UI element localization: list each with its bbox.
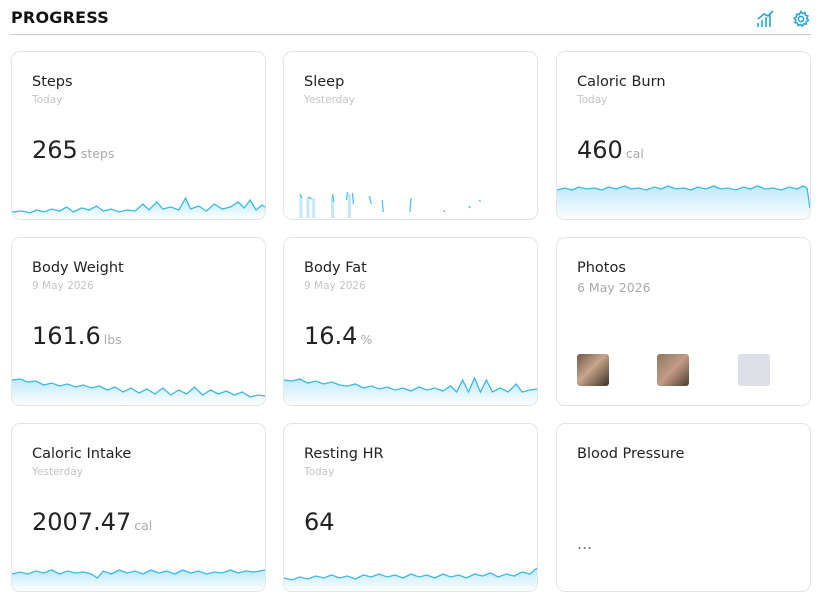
card[interactable]: Body Weight 9 May 2026 161.6 lbs (11, 237, 266, 406)
settings-icon[interactable] (792, 10, 810, 28)
unit: lbs (103, 332, 122, 347)
card[interactable]: Steps Today 265 steps (11, 51, 266, 220)
card-value: 2007.47 cal (32, 508, 152, 536)
sparkline (284, 376, 537, 405)
divider (10, 34, 811, 35)
card-title: Body Weight (32, 260, 124, 276)
value: 460 (577, 136, 623, 164)
card[interactable]: Sleep Yesterday (283, 51, 538, 220)
card-value: 64 (304, 508, 335, 536)
unit: cal (625, 146, 644, 161)
unit: steps (80, 146, 115, 161)
card-title: Sleep (304, 74, 345, 90)
value: 64 (304, 508, 335, 536)
value: 161.6 (32, 322, 101, 350)
card[interactable]: Blood Pressure ... (556, 423, 811, 592)
sparkline (299, 191, 482, 218)
card[interactable]: Caloric Intake Yesterday 2007.47 cal (11, 423, 266, 592)
sparkline-fill (12, 379, 265, 405)
sparkline (12, 376, 265, 405)
card-value: 161.6 lbs (32, 322, 122, 350)
card-title: Blood Pressure (577, 446, 685, 462)
card[interactable]: Caloric Burn Today 460 cal (556, 51, 811, 220)
sparkline-line (12, 570, 265, 578)
card-title: Steps (32, 74, 73, 90)
sparkline-line (12, 379, 265, 397)
card[interactable]: Body Fat 9 May 2026 16.4% (283, 237, 538, 406)
chart-icon[interactable] (756, 10, 774, 28)
card-title: Resting HR (304, 446, 384, 462)
card-value: ... (577, 534, 593, 553)
unit: % (360, 332, 373, 347)
sparkline (284, 562, 537, 591)
sparkline (557, 182, 810, 219)
sparkline-line (12, 198, 265, 213)
value: 2007.47 (32, 508, 132, 536)
card-title: Photos (577, 260, 626, 276)
card-date: 9 May 2026 (304, 280, 366, 292)
unit: cal (134, 518, 153, 533)
sparkline-line (557, 186, 810, 208)
card-date: 6 May 2026 (577, 280, 651, 295)
card-value: 16.4% (304, 322, 372, 350)
card-date: Yesterday (32, 466, 83, 478)
sparkline-fill (557, 186, 810, 219)
card-title: Caloric Burn (577, 74, 666, 90)
photo-thumbnail[interactable] (577, 354, 609, 386)
photo-thumbnail[interactable] (657, 354, 689, 386)
card-title: Caloric Intake (32, 446, 132, 462)
sparkline-fill (284, 568, 537, 591)
sparkline-line (284, 378, 537, 392)
value: 265 (32, 136, 78, 164)
sparkline-fill (284, 378, 537, 405)
card-date: 9 May 2026 (32, 280, 94, 292)
sparkline (12, 190, 265, 219)
value: 16.4 (304, 322, 358, 350)
card-date: Today (32, 94, 63, 106)
sparkline-fill (12, 570, 265, 591)
card[interactable]: Resting HR Today 64 (283, 423, 538, 592)
card-value: 265 steps (32, 136, 114, 164)
card-title: Body Fat (304, 260, 367, 276)
card-date: Yesterday (304, 94, 355, 106)
card-date: Today (304, 466, 335, 478)
sparkline (12, 562, 265, 591)
page-title: PROGRESS (11, 8, 109, 27)
card-date: Today (577, 94, 608, 106)
sparkline-line (284, 568, 537, 580)
card-value: 460 cal (577, 136, 644, 164)
photo-placeholder[interactable] (738, 354, 770, 386)
